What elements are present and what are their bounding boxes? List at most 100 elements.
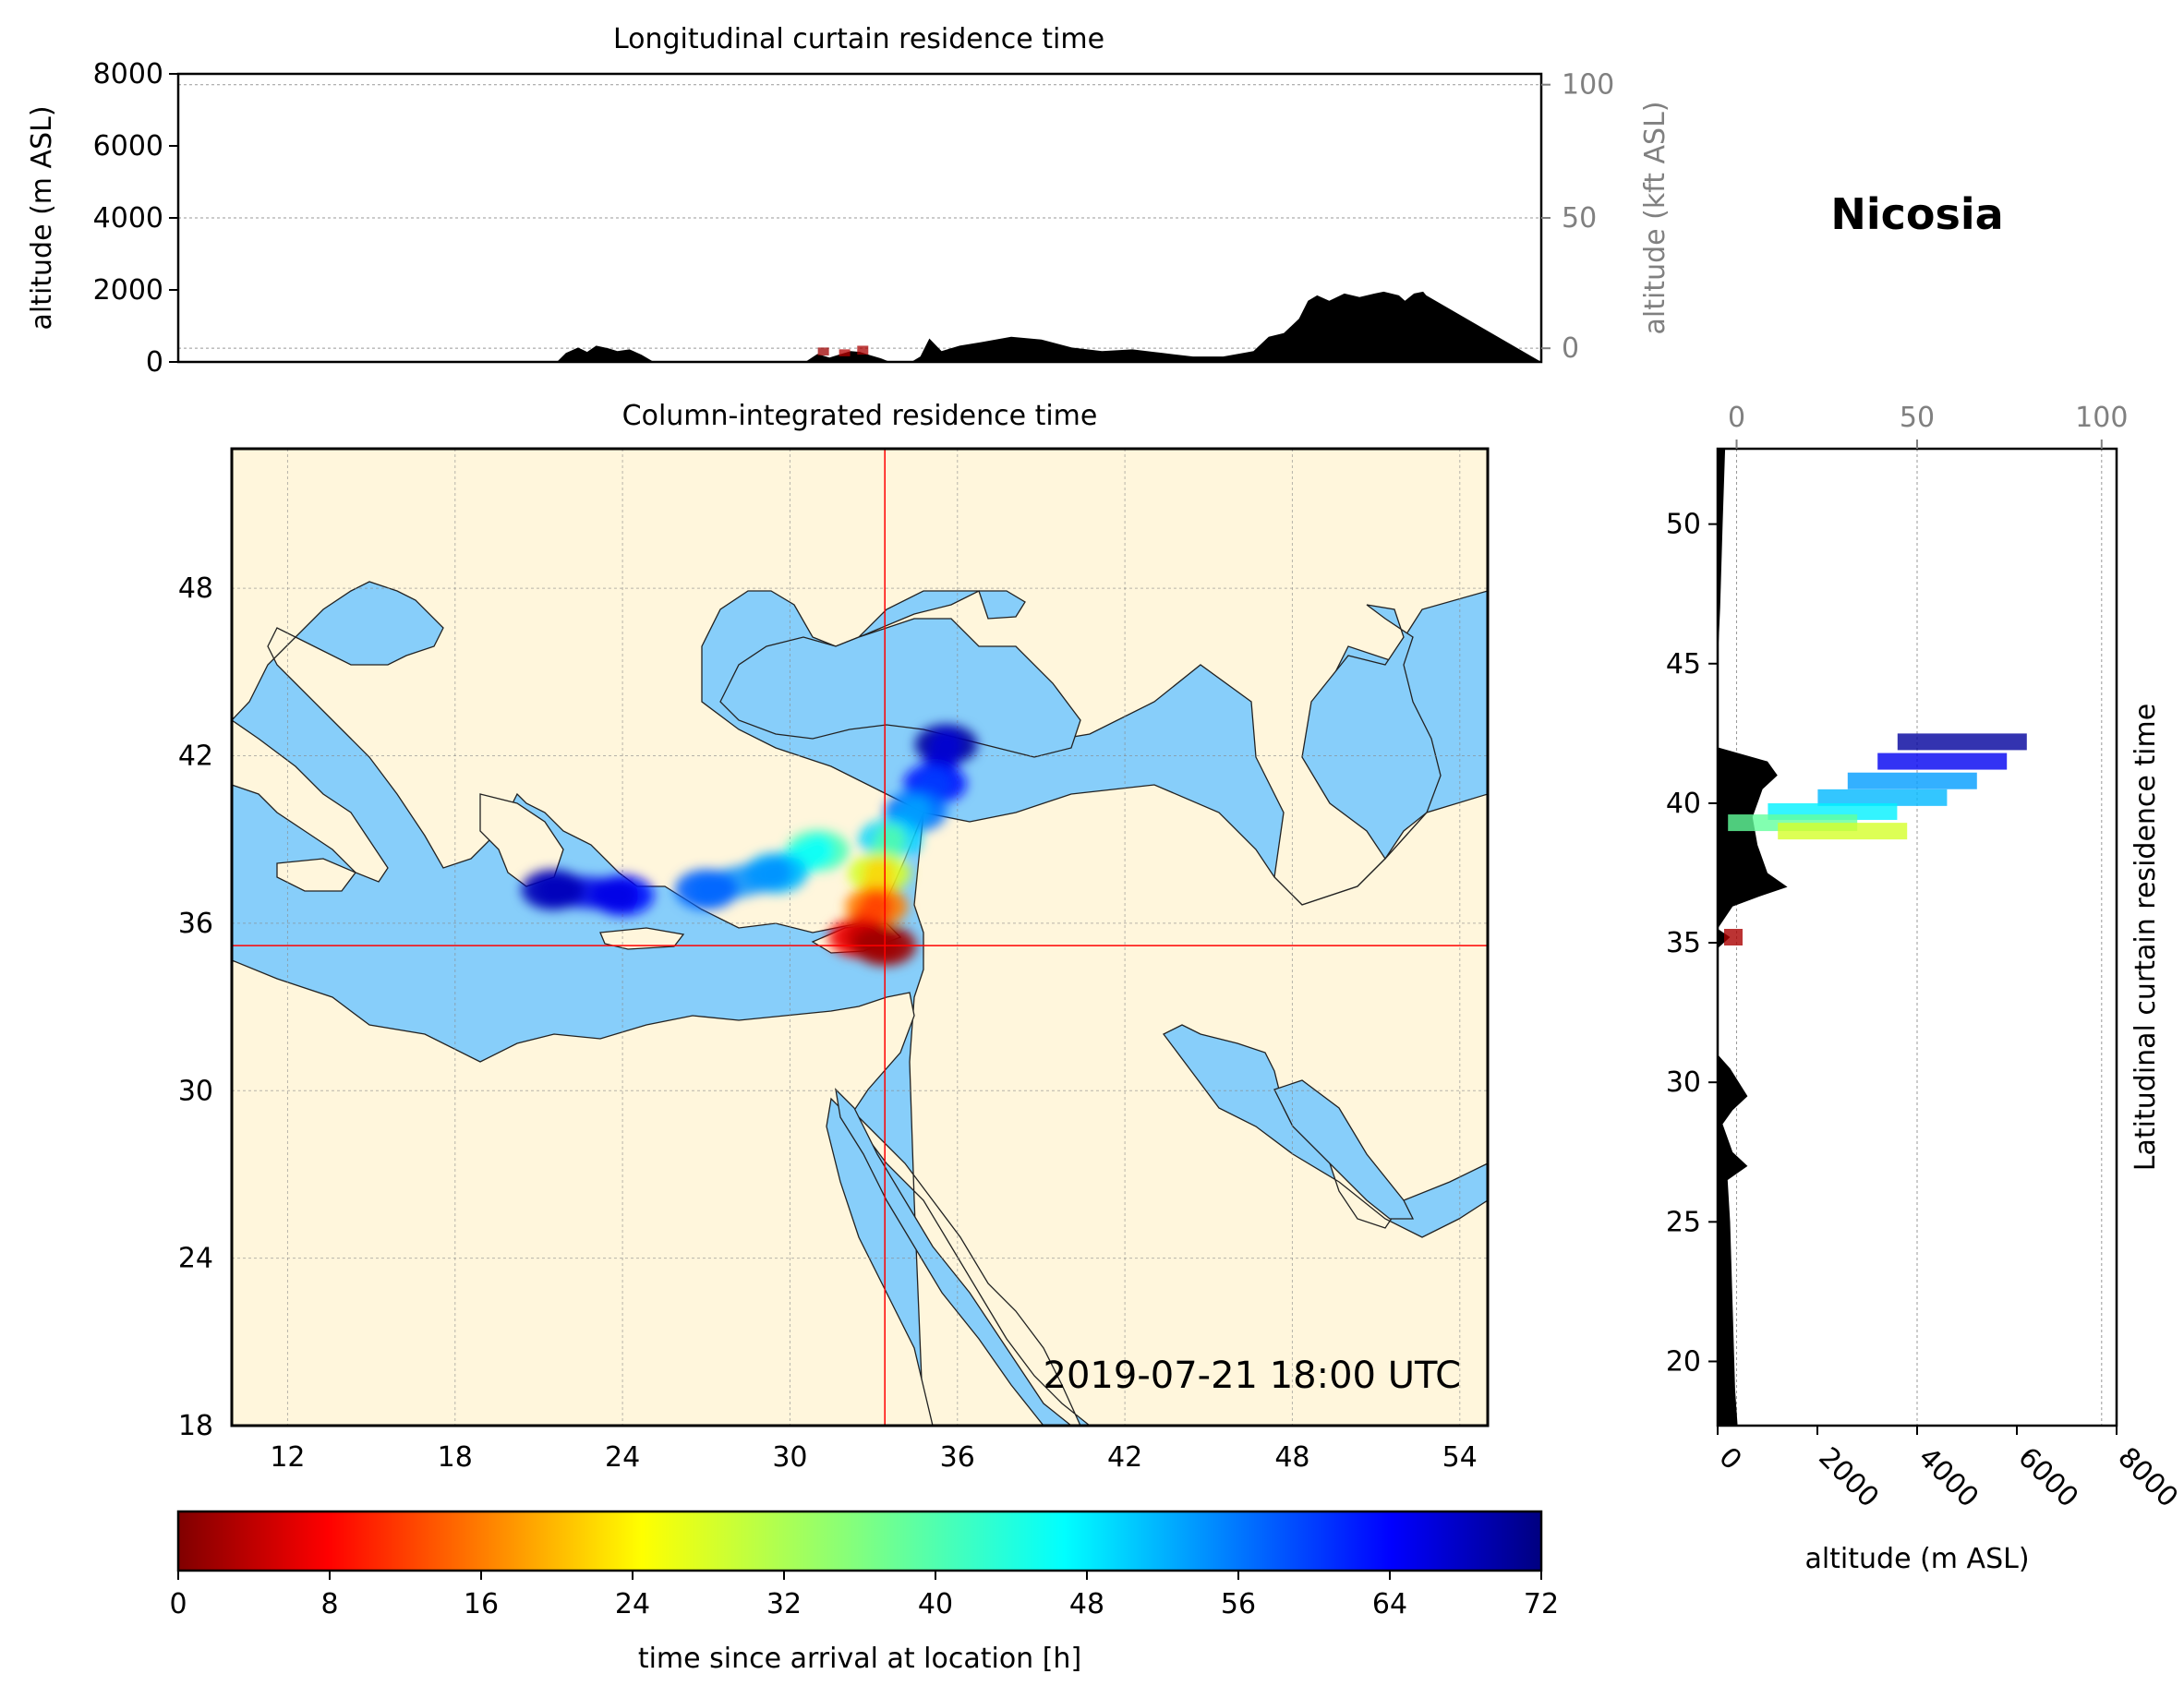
map-x-tick-label: 30 [772,1441,807,1474]
map-x-tick-label: 42 [1107,1441,1142,1474]
map-y-tick-label: 36 [178,908,213,940]
land-europe-asia-north [232,449,1488,933]
top-y-tick-label: 6000 [93,130,163,163]
right-residence-blob [1778,823,1908,840]
right-y-tick-label: 40 [1666,788,1701,820]
colorbar-ticks: 0 8 16 24 32 40 48 56 64 72 [169,1571,1559,1620]
map-x-ticks: 12 18 24 30 36 42 48 54 [270,1441,1478,1474]
right-y-tick-label: 35 [1666,927,1701,959]
top-y-axis-label: altitude (m ASL) [26,105,58,330]
right-residence-blob [1817,789,1948,806]
location-title: Nicosia [1830,189,2003,239]
right-residence-blob [1847,772,1977,789]
right-residence-blobs [1724,733,2027,945]
land-italy [232,719,389,883]
map-x-tick-label: 48 [1274,1441,1309,1474]
right-y-tick-label: 25 [1666,1206,1701,1238]
right-top-x-tick-label: 0 [1728,402,1745,434]
land-sicily [276,858,357,892]
map-x-tick-label: 24 [605,1441,640,1474]
map-y-tick-label: 48 [178,572,213,605]
colorbar-tick-label: 16 [464,1588,499,1620]
right-top-x-tick-label: 100 [2075,402,2128,434]
colorbar-tick-label: 0 [169,1588,187,1620]
colorbar-tick-label: 64 [1372,1588,1407,1620]
top-y-tick-label: 0 [146,346,163,379]
longitudinal-curtain-title: Longitudinal curtain residence time [613,23,1104,55]
top-right-y-axis-label: altitude (kft ASL) [1639,101,1671,334]
map-y-tick-label: 30 [178,1075,213,1107]
map-black-sea [719,618,1081,758]
map-title: Column-integrated residence time [622,400,1098,432]
right-y-tick-label: 30 [1666,1066,1701,1099]
right-x-axis-label: altitude (m ASL) [1804,1543,2029,1575]
colorbar-tick-label: 48 [1069,1588,1104,1620]
top-residence-blob [817,347,829,355]
land-middle-east [849,784,1488,1426]
colorbar-tick-label: 40 [918,1588,953,1620]
colorbar-label: time since arrival at location [h] [638,1643,1081,1675]
right-residence-blob [1724,929,1743,945]
right-terrain-area [1718,449,1788,1426]
top-y-tick-label: 2000 [93,274,163,307]
map-red-sea [835,1088,1073,1426]
timestamp-label: 2019-07-21 18:00 UTC [1044,1355,1461,1397]
right-top-x-tick-label: 50 [1900,402,1935,434]
right-top-x-ticks: 0 50 100 [1728,402,2128,449]
right-y-tick-label: 45 [1666,648,1701,680]
right-residence-blob [1897,733,2027,751]
colorbar-tick-label: 56 [1221,1588,1256,1620]
map-x-tick-label: 54 [1442,1441,1478,1474]
right-y-tick-label: 50 [1666,509,1701,541]
map-y-ticks: 18 24 30 36 42 48 [178,572,213,1442]
right-panel-title: Latitudinal curtain residence time [2130,704,2162,1171]
colorbar-tick-label: 24 [615,1588,650,1620]
longitudinal-curtain-panel: Longitudinal curtain residence time 0 200… [26,23,1671,379]
right-residence-blob [1877,753,2008,770]
top-residence-blob [839,349,851,356]
top-right-y-tick-label: 50 [1562,202,1597,235]
map-x-tick-label: 12 [270,1441,305,1474]
right-terrain [1718,449,1788,1426]
plume-point [674,869,738,910]
right-x-tick-label: 4000 [1912,1441,1985,1514]
right-y-tick-label: 20 [1666,1345,1701,1378]
right-x-tick-label: 2000 [1812,1441,1885,1514]
map-caspian-sea [1301,604,1442,861]
right-y-ticks: 20 25 30 35 40 45 50 [1666,509,1718,1378]
colorbar: 0 8 16 24 32 40 48 56 64 72 time since arrival at… [169,1510,1559,1675]
right-x-tick-label: 6000 [2011,1441,2084,1514]
colorbar-gradient [176,1510,1543,1572]
map-x-tick-label: 36 [940,1441,975,1474]
map-frame [230,447,1490,1427]
column-integrated-map-panel: Column-integrated residence time [178,400,1490,1474]
right-x-ticks: 0 2000 4000 6000 8000 [1712,1426,2184,1514]
map-y-tick-label: 18 [178,1410,213,1442]
top-right-y-tick-label: 100 [1562,69,1614,102]
map-y-tick-label: 42 [178,741,213,773]
top-right-y-ticks: 0 50 100 [1541,69,1614,365]
right-x-tick-label: 0 [1712,1441,1747,1476]
colorbar-tick-label: 72 [1524,1588,1559,1620]
top-y-ticks: 0 2000 4000 6000 8000 [93,58,178,379]
map-x-tick-label: 18 [438,1441,473,1474]
top-y-tick-label: 4000 [93,202,163,235]
colorbar-tick-label: 8 [320,1588,338,1620]
land-crete [599,927,685,950]
top-terrain-area [178,291,1541,362]
map-y-tick-label: 24 [178,1243,213,1275]
plume-point [521,869,585,910]
colorbar-tick-label: 32 [766,1588,802,1620]
right-x-tick-label: 8000 [2111,1441,2184,1514]
top-residence-blob [857,345,869,355]
top-terrain [178,291,1541,362]
map-persian-gulf [1273,1079,1415,1220]
land-north-africa [232,959,934,1426]
top-y-tick-label: 8000 [93,58,163,90]
right-gridlines [1736,449,2103,1426]
top-residence-blobs [817,345,869,356]
location-crosshair [232,449,1488,1426]
top-right-y-tick-label: 0 [1562,332,1579,365]
